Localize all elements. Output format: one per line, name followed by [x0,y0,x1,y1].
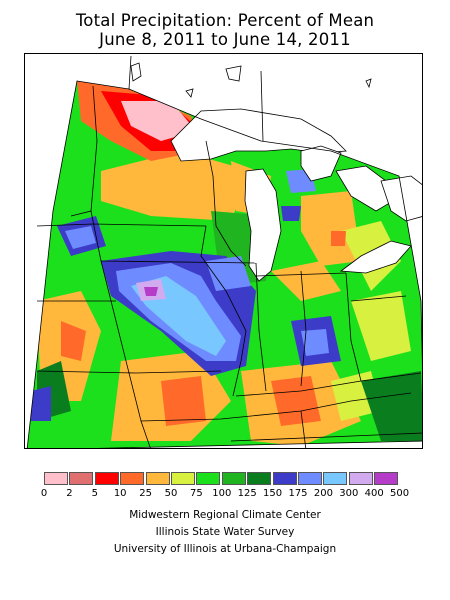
legend-swatch [247,472,272,485]
credit-line1: Midwestern Regional Climate Center [129,509,321,521]
legend-tick-label: 300 [339,488,359,499]
legend-tick-label: 75 [190,488,203,499]
legend-swatch [374,472,399,485]
legend-swatch [196,472,221,485]
precipitation-map-graphic [26,55,422,448]
legend-tick-label: 25 [139,488,152,499]
legend-tick-label: 400 [364,488,384,499]
legend-tick-label: 100 [212,488,232,499]
legend-swatch [94,472,119,485]
great-lakes [170,108,422,282]
credit-line2: Illinois State Water Survey [155,526,295,538]
legend-swatch [145,472,170,485]
legend-tick-label: 50 [164,488,178,499]
legend-tick-label: 0 [40,488,48,499]
map-title-line1: Total Precipitation: Percent of Mean [75,11,375,30]
legend-swatch [348,472,373,485]
legend-swatch [272,472,297,485]
legend-tick-label: 10 [113,488,127,499]
region-outline [26,80,422,448]
legend-tick-label: 5 [91,488,98,499]
map-title-line2: June 8, 2011 to June 14, 2011 [99,30,351,49]
legend-tick-label: 175 [288,488,308,499]
coastline-details [130,62,372,98]
legend-tick-label: 2 [66,488,73,499]
precipitation-map [24,53,423,449]
legend-tick-label: 125 [237,488,257,499]
legend-swatch [120,472,145,485]
credit-line3: University of Illinois at Urbana-Champai… [113,543,337,555]
legend-swatch [44,472,68,485]
state-boundaries [36,55,422,448]
legend-swatch [323,472,348,485]
legend-tick-label: 150 [263,488,283,499]
legend-swatch [298,472,322,485]
legend-swatch [221,472,246,485]
legend-tick-label: 500 [390,488,410,499]
legend-swatch [171,472,195,485]
legend-tick-label: 200 [313,488,333,499]
legend-swatch [69,472,94,485]
